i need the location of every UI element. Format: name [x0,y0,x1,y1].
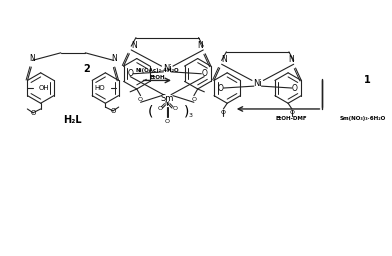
Text: (: ( [147,105,153,119]
Text: O: O [201,69,207,78]
Text: O: O [157,105,162,111]
Text: O: O [289,110,294,115]
Text: H₂L: H₂L [63,115,82,125]
Text: O: O [292,83,298,92]
Text: Ni: Ni [163,65,172,73]
Text: 3: 3 [188,113,192,118]
Text: O: O [165,119,170,124]
Text: N: N [165,101,170,106]
Text: O: O [30,110,36,116]
Text: Sm(NO₃)₃·6H₂O: Sm(NO₃)₃·6H₂O [339,116,386,121]
Text: EtOH-DMF: EtOH-DMF [276,116,307,121]
Text: Ni: Ni [253,79,262,88]
Text: ): ) [183,105,189,119]
Text: HO: HO [94,85,105,91]
Text: N: N [288,55,294,64]
Text: O: O [172,105,177,111]
Text: O: O [221,110,226,115]
Text: 2: 2 [83,64,90,74]
Text: OH: OH [39,85,49,91]
Text: EtOH: EtOH [149,75,165,80]
Text: 1: 1 [364,76,370,86]
Text: N: N [29,54,35,63]
Text: N: N [221,55,227,64]
Text: N: N [111,54,117,63]
Text: O: O [138,97,143,102]
Text: Sm: Sm [161,94,174,103]
Text: O: O [218,83,223,92]
Text: N: N [131,41,137,50]
Text: N: N [198,41,203,50]
Text: O: O [127,69,133,78]
Text: O: O [110,108,116,114]
Text: Ni(OAc)₂·4H₂O: Ni(OAc)₂·4H₂O [135,68,179,73]
Text: O: O [191,97,196,102]
